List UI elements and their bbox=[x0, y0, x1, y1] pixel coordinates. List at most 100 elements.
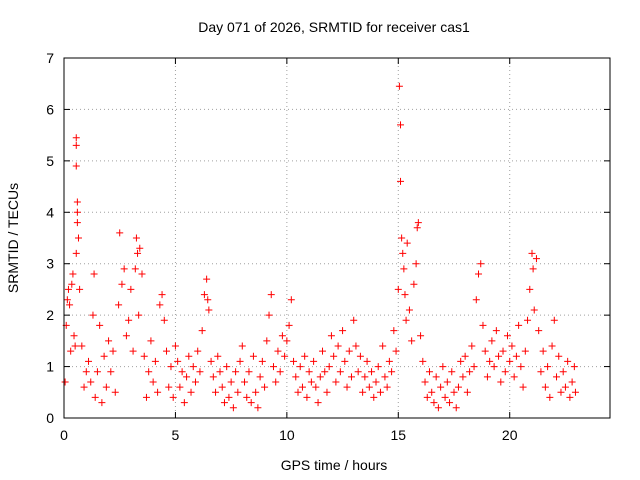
data-point bbox=[76, 285, 84, 293]
data-point bbox=[486, 357, 494, 365]
data-point bbox=[125, 316, 133, 324]
data-point bbox=[529, 265, 537, 273]
data-point bbox=[354, 368, 362, 376]
data-point bbox=[140, 352, 148, 360]
data-point bbox=[72, 249, 80, 257]
data-point bbox=[570, 363, 578, 371]
y-tick-label: 0 bbox=[46, 410, 54, 426]
data-point bbox=[89, 311, 97, 319]
data-point bbox=[180, 399, 188, 407]
data-point bbox=[269, 363, 277, 371]
data-point bbox=[96, 321, 104, 329]
data-point bbox=[434, 404, 442, 412]
data-point bbox=[368, 368, 376, 376]
data-point bbox=[327, 332, 335, 340]
data-point bbox=[537, 368, 545, 376]
data-point bbox=[425, 368, 433, 376]
data-point bbox=[283, 337, 291, 345]
data-point bbox=[109, 347, 117, 355]
data-point bbox=[390, 327, 398, 335]
data-point bbox=[64, 285, 72, 293]
data-point bbox=[73, 198, 81, 206]
data-point bbox=[167, 363, 175, 371]
data-point bbox=[305, 368, 313, 376]
data-point bbox=[468, 342, 476, 350]
data-point bbox=[410, 280, 418, 288]
data-point bbox=[319, 347, 327, 355]
data-point bbox=[290, 357, 298, 365]
data-point bbox=[510, 373, 518, 381]
data-point bbox=[301, 352, 309, 360]
data-point bbox=[91, 393, 99, 401]
data-point bbox=[336, 368, 344, 376]
data-point bbox=[303, 393, 311, 401]
data-point bbox=[439, 363, 447, 371]
data-point bbox=[321, 368, 329, 376]
data-point bbox=[402, 316, 410, 324]
data-point bbox=[363, 357, 371, 365]
data-point bbox=[345, 347, 353, 355]
data-point bbox=[82, 368, 90, 376]
data-point bbox=[454, 383, 462, 391]
data-point bbox=[400, 265, 408, 273]
y-tick-label: 1 bbox=[46, 359, 54, 375]
data-point bbox=[87, 378, 95, 386]
data-point bbox=[85, 357, 93, 365]
data-point bbox=[325, 363, 333, 371]
data-point bbox=[437, 383, 445, 391]
data-point bbox=[472, 296, 480, 304]
data-point bbox=[395, 82, 403, 90]
data-point bbox=[158, 291, 166, 299]
data-point bbox=[539, 347, 547, 355]
data-point bbox=[118, 280, 126, 288]
data-point bbox=[535, 327, 543, 335]
data-point bbox=[267, 291, 275, 299]
data-point bbox=[73, 208, 81, 216]
x-tick-label: 10 bbox=[279, 427, 295, 443]
data-point bbox=[310, 357, 318, 365]
data-point bbox=[350, 316, 358, 324]
data-point bbox=[571, 388, 579, 396]
y-tick-label: 4 bbox=[46, 204, 54, 220]
data-point bbox=[385, 357, 393, 365]
data-point bbox=[243, 393, 251, 401]
data-point bbox=[247, 399, 255, 407]
data-point bbox=[450, 388, 458, 396]
y-tick-label: 2 bbox=[46, 307, 54, 323]
data-point bbox=[135, 311, 143, 319]
data-point bbox=[512, 352, 520, 360]
data-point bbox=[209, 373, 217, 381]
data-point bbox=[508, 342, 516, 350]
data-point bbox=[530, 306, 538, 314]
data-point bbox=[405, 306, 413, 314]
data-point bbox=[74, 234, 82, 242]
data-point bbox=[296, 363, 304, 371]
data-point bbox=[63, 296, 71, 304]
data-point bbox=[477, 260, 485, 268]
data-point bbox=[501, 368, 509, 376]
data-point bbox=[272, 378, 280, 386]
data-point bbox=[475, 270, 483, 278]
data-point bbox=[265, 311, 273, 319]
data-point bbox=[249, 352, 257, 360]
data-point bbox=[100, 352, 108, 360]
data-point bbox=[495, 352, 503, 360]
data-point bbox=[379, 342, 387, 350]
data-point bbox=[294, 388, 302, 396]
data-point bbox=[241, 378, 249, 386]
data-point bbox=[69, 270, 77, 278]
data-point bbox=[218, 383, 226, 391]
data-point bbox=[187, 388, 195, 396]
data-point bbox=[332, 378, 340, 386]
data-point bbox=[441, 393, 449, 401]
data-point bbox=[196, 368, 204, 376]
data-point bbox=[483, 373, 491, 381]
plot-frame bbox=[63, 57, 611, 419]
data-point bbox=[134, 249, 142, 257]
data-point bbox=[497, 378, 505, 386]
points-layer bbox=[61, 82, 579, 412]
data-point bbox=[71, 342, 79, 350]
data-point bbox=[412, 260, 420, 268]
